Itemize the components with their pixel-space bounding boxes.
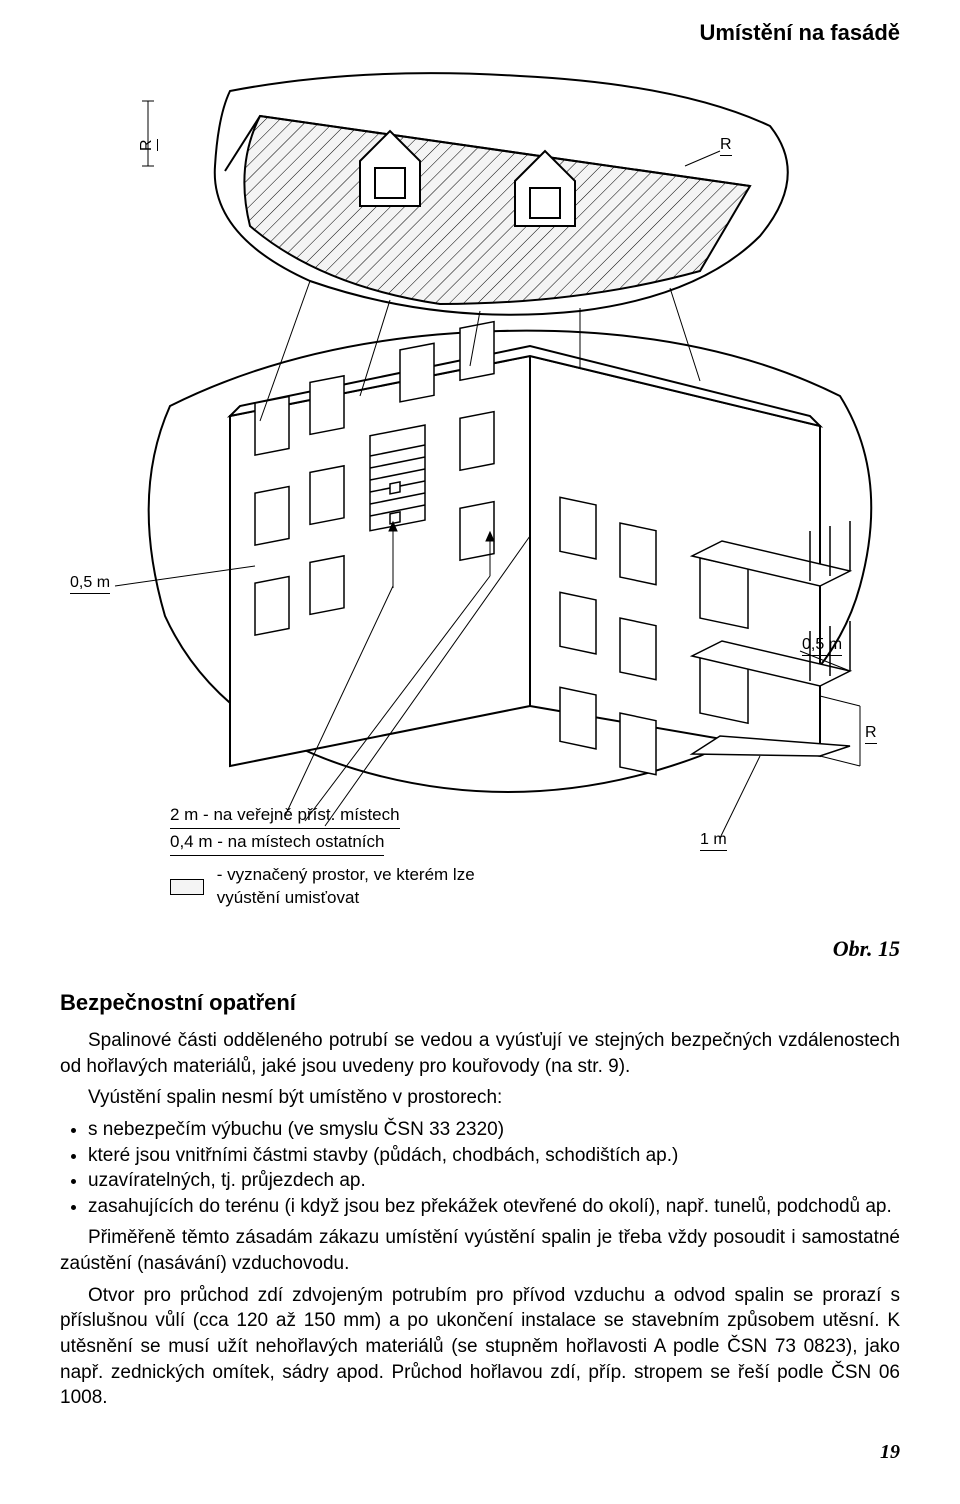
label-1m: 1 m — [700, 831, 727, 851]
page-title: Umístění na fasádě — [60, 20, 900, 46]
para-intro: Spalinové části odděleného potrubí se ve… — [60, 1028, 900, 1079]
legend-swatch-text: - vyznačený prostor, ve kterém lze vyúst… — [217, 864, 517, 910]
bullet-list: s nebezpečím výbuchu (ve smyslu ČSN 33 2… — [60, 1117, 900, 1220]
building-svg — [60, 56, 900, 926]
para-after-list: Přiměřeně těmto zásadám zákazu umístění … — [60, 1225, 900, 1276]
page: Umístění na fasádě — [0, 0, 960, 1504]
label-r-low: R — [865, 724, 877, 744]
page-number: 19 — [60, 1441, 900, 1464]
figure-facade: R R 0,5 m 0,5 m R 1 m 2 m - na veřejně p… — [60, 56, 900, 926]
body-text-2: Přiměřeně těmto zásadám zákazu umístění … — [60, 1225, 900, 1410]
bullet-item: s nebezpečím výbuchu (ve smyslu ČSN 33 2… — [88, 1117, 900, 1143]
label-r-vert: R — [138, 139, 158, 151]
para-last: Otvor pro průchod zdí zdvojeným potrubím… — [60, 1283, 900, 1411]
bullet-item: které jsou vnitřními částmi stavby (půdá… — [88, 1143, 900, 1169]
label-05-left: 0,5 m — [70, 574, 110, 594]
figure-caption: Obr. 15 — [60, 936, 900, 962]
figure-legend: 2 m - na veřejně příst. místech 0,4 m - … — [170, 804, 550, 910]
label-r-roof: R — [720, 136, 732, 156]
legend-line-1: 2 m - na veřejně příst. místech — [170, 805, 400, 824]
para-list-lead: Vyústění spalin nesmí být umístěno v pro… — [60, 1085, 900, 1111]
legend-line-2: 0,4 m - na místech ostatních — [170, 832, 384, 851]
bullet-item: zasahujících do terénu (i když jsou bez … — [88, 1194, 900, 1220]
legend-swatch — [170, 879, 204, 895]
section-heading: Bezpečnostní opatření — [60, 990, 900, 1016]
body-text: Spalinové části odděleného potrubí se ve… — [60, 1028, 900, 1111]
bullet-item: uzavíratelných, tj. průjezdech ap. — [88, 1168, 900, 1194]
label-05-right: 0,5 m — [802, 636, 842, 656]
